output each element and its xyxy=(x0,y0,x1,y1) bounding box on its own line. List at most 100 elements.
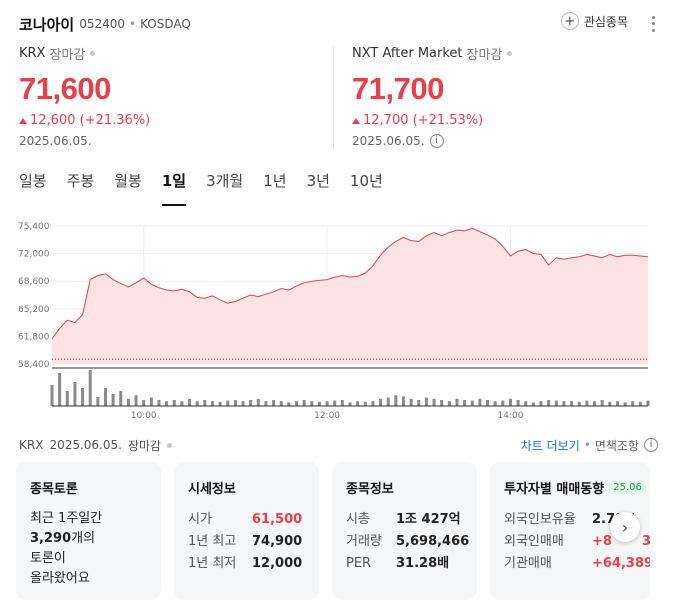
quote-card[interactable]: 시세정보 시가 61,500 1년 최고 74,900 1년 최저 12,000 xyxy=(174,462,319,600)
volume-bar xyxy=(463,400,467,406)
discussion-line1: 최근 1주일간 xyxy=(30,511,103,526)
volume-bar xyxy=(58,373,62,406)
volume-bar xyxy=(379,398,383,406)
tab-3year[interactable]: 3년 xyxy=(306,172,330,190)
tab-weekly[interactable]: 주봉 xyxy=(66,172,95,190)
add-interest-button[interactable]: + 관심종목 xyxy=(560,12,628,30)
volume-bar xyxy=(157,400,161,406)
volume-bar xyxy=(455,398,459,406)
volume-bar xyxy=(608,401,612,406)
investor-value: +64,389 xyxy=(592,556,650,571)
more-menu-icon[interactable] xyxy=(646,14,660,34)
y-tick-label: 68,600 xyxy=(18,277,50,287)
volume-bar xyxy=(195,401,199,406)
volume-bar xyxy=(103,388,107,406)
tab-1year[interactable]: 1년 xyxy=(263,172,287,190)
investor-card[interactable]: 투자자별 매매동향 25.06 외국인보유율2.78% 외국인매매+83 기관매… xyxy=(490,462,650,600)
volume-bar xyxy=(340,400,344,406)
nxt-date: 2025.06.05. xyxy=(352,134,425,148)
quote-value: 12,000 xyxy=(252,556,303,571)
info-row: 거래량 5,698,466 xyxy=(346,531,469,553)
volume-bar xyxy=(302,400,306,406)
volume-bar xyxy=(317,401,321,406)
y-tick-label: 65,200 xyxy=(18,305,50,315)
info-key: 거래량 xyxy=(346,534,382,549)
discussion-line4: 올라왔어요 xyxy=(30,571,90,586)
tab-monthly[interactable]: 월봉 xyxy=(114,172,142,190)
volume-bar xyxy=(524,401,528,406)
info-key: 시총 xyxy=(346,512,370,527)
tab-daily[interactable]: 일봉 xyxy=(19,172,47,190)
info-row: 시총 1조 427억 xyxy=(346,509,463,531)
tab-1day[interactable]: 1일 xyxy=(161,170,187,206)
volume-bar xyxy=(172,400,176,406)
stock-code: 052400 xyxy=(79,17,126,31)
volume-bar xyxy=(501,400,505,406)
volume-bar xyxy=(73,382,77,406)
krx-change: 12,600 (+21.36%) xyxy=(19,113,150,128)
volume-bar xyxy=(570,401,574,406)
volume-bar xyxy=(623,402,627,406)
volume-bar xyxy=(249,400,253,406)
volume-bar xyxy=(256,398,260,406)
volume-bar xyxy=(81,388,85,406)
stock-name: 코나아이 xyxy=(19,15,75,34)
next-card-button[interactable]: › xyxy=(610,512,640,542)
krx-change-value: 12,600 xyxy=(30,113,76,128)
volume-bar xyxy=(134,395,138,406)
x-tick-label: 14:00 xyxy=(497,411,523,421)
chart-subbar: KRX 2025.06.05. 장마감 차트 더보기 • 면책조항 i xyxy=(19,436,658,454)
y-tick-label: 75,400 xyxy=(18,222,50,232)
market-name: KOSDAQ xyxy=(140,17,191,31)
volume-bar xyxy=(96,397,100,406)
volume-bar xyxy=(424,397,428,406)
chart-more-link[interactable]: 차트 더보기 xyxy=(520,438,580,453)
volume-bar xyxy=(310,401,314,406)
volume-bar xyxy=(386,397,390,406)
status-dot-icon xyxy=(507,51,513,56)
y-tick-label: 58,400 xyxy=(18,360,50,370)
volume-bar xyxy=(279,401,283,406)
price-area xyxy=(52,228,648,364)
info-title: 종목정보 xyxy=(346,482,394,497)
info-key: PER xyxy=(346,556,372,571)
nxt-price-block: NXT After Market 장마감 71,700 12,700 (+21.… xyxy=(352,44,513,148)
volume-bar xyxy=(470,400,474,406)
summary-cards: 종목토론 최근 1주일간 3,290개의 토론이 올라왔어요 시세정보 시가 61… xyxy=(16,462,650,600)
volume-bar xyxy=(646,400,650,406)
volume-bar xyxy=(295,401,299,406)
volume-bar xyxy=(348,402,352,406)
investor-value: +8 3 xyxy=(592,531,650,553)
info-card[interactable]: 종목정보 시총 1조 427억 거래량 5,698,466 PER 31.28배 xyxy=(332,462,477,600)
discussion-card[interactable]: 종목토론 최근 1주일간 3,290개의 토론이 올라왔어요 xyxy=(16,462,161,600)
volume-bar xyxy=(50,385,54,406)
volume-bar xyxy=(539,401,543,406)
y-tick-label: 72,000 xyxy=(18,250,50,260)
volume-bar xyxy=(149,397,153,406)
volume-bar xyxy=(531,402,535,406)
up-triangle-icon xyxy=(352,117,360,124)
plus-icon: + xyxy=(560,12,579,30)
intraday-chart[interactable]: 75,400 72,000 68,600 65,200 61,800 58,400 10:0… xyxy=(16,210,658,425)
volume-bar xyxy=(554,400,558,406)
stock-header: 코나아이 052400 • KOSDAQ + 관심종목 xyxy=(19,12,660,36)
tab-3month[interactable]: 3개월 xyxy=(206,172,244,190)
discussion-suffix: 개의 xyxy=(71,531,96,546)
tab-10year[interactable]: 10년 xyxy=(349,172,383,190)
info-icon[interactable]: i xyxy=(644,438,658,452)
investor-value-tail: 3 xyxy=(641,534,650,549)
volume-bar xyxy=(111,394,115,406)
volume-bar xyxy=(417,400,421,406)
investor-key: 외국인보유율 xyxy=(504,512,576,527)
separator-dot: • xyxy=(129,17,137,31)
krx-date: 2025.06.05. xyxy=(19,134,92,148)
info-value: 1조 427억 xyxy=(396,512,461,527)
info-icon[interactable]: i xyxy=(429,134,444,148)
volume-bar xyxy=(401,396,405,406)
volume-bar xyxy=(210,401,214,406)
volume-bar xyxy=(371,401,375,406)
up-triangle-icon xyxy=(19,117,27,124)
volume-bar xyxy=(585,400,589,406)
disclaimer-link[interactable]: 면책조항 xyxy=(594,438,639,453)
volume-bar xyxy=(325,401,329,406)
